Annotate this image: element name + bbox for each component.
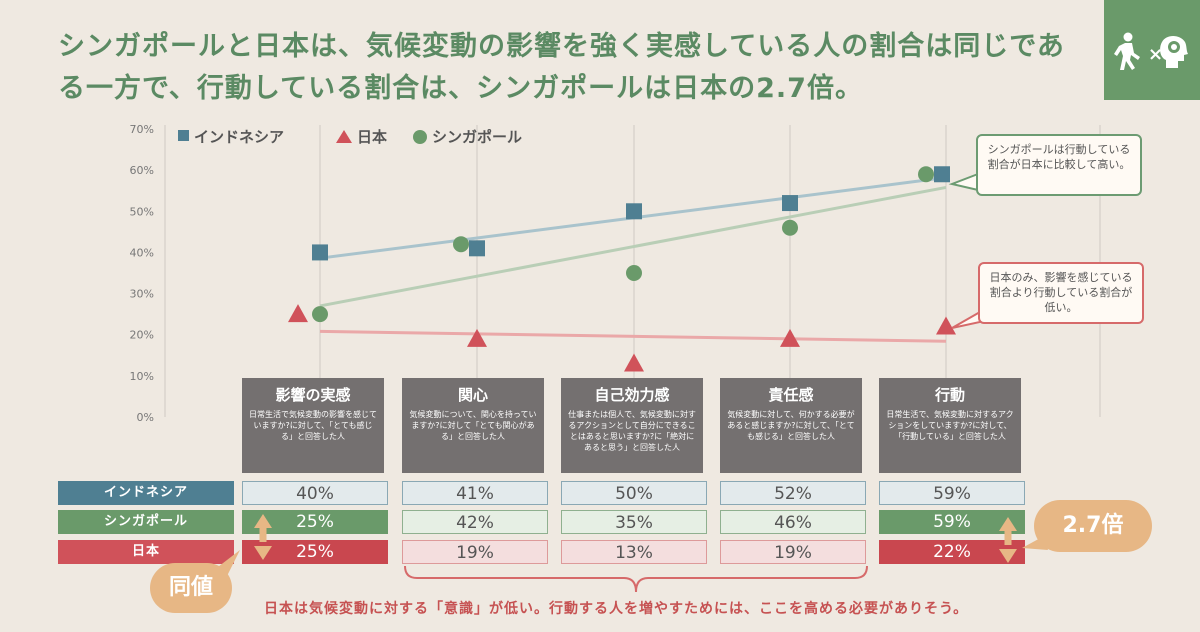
card-title: 行動 — [934, 386, 965, 404]
y-tick-label: 40% — [130, 246, 154, 259]
data-point-circle — [453, 236, 469, 253]
table-cell: 59% — [879, 481, 1025, 505]
walking-person-icon — [1114, 32, 1140, 70]
y-tick-label: 30% — [130, 288, 154, 301]
table-cell: 19% — [402, 540, 548, 564]
footnote: 日本は気候変動に対する「意識」が低い。行動する人を増やすためには、ここを高める必… — [264, 601, 969, 617]
legend: インドネシア 日本 シンガポール — [178, 128, 522, 146]
data-point-square — [469, 240, 485, 257]
data-point-triangle — [936, 316, 956, 335]
data-point-square — [312, 244, 328, 261]
card-impact: 影響の実感 日常生活で気候変動の影響を感じていますか?に対して、「とても感じる」… — [242, 378, 384, 473]
callout-singapore: シンガポールは行動している割合が日本に比較して高い。 — [976, 134, 1142, 196]
card-title: 影響の実感 — [275, 386, 351, 404]
card-self-efficacy: 自己効力感 仕事または個人で、気候変動に対するアクションとして自分にできることは… — [561, 378, 703, 473]
card-desc: 日常生活で、気候変動に対するアクションをしていますか?に対して、「行動している」… — [886, 410, 1014, 441]
badge-same-value: 同値 — [150, 563, 232, 613]
legend-japan-marker — [336, 130, 352, 143]
data-point-triangle — [780, 328, 800, 347]
legend-singapore-label: シンガポール — [432, 128, 522, 146]
card-action: 行動 日常生活で、気候変動に対するアクションをしていますか?に対して、「行動して… — [879, 378, 1021, 473]
card-desc: 仕事または個人で、気候変動に対するアクションとして自分にできることはあると思いま… — [568, 410, 696, 452]
data-point-circle — [312, 306, 328, 323]
table-cell: 46% — [720, 510, 866, 534]
times-sign: × — [1148, 44, 1163, 65]
legend-singapore-marker — [413, 130, 427, 144]
table-cell: 42% — [402, 510, 548, 534]
data-point-circle — [626, 265, 642, 281]
y-tick-label: 50% — [130, 205, 154, 218]
table-cell: 40% — [242, 481, 388, 505]
y-tick-label: 70% — [130, 123, 154, 136]
y-tick-label: 10% — [130, 370, 154, 383]
table-cell: 22% — [879, 540, 1025, 564]
card-responsibility: 責任感 気候変動に対して、何かする必要があると感じますか?に対して、「とても感じ… — [720, 378, 862, 473]
row-label-indonesia: インドネシア — [58, 481, 234, 505]
card-desc: 気候変動に対して、何かする必要があると感じますか?に対して、「とても感じる」と回… — [727, 410, 855, 441]
double-arrow-icon — [254, 514, 272, 560]
badge-ratio: 2.7倍 — [1034, 500, 1152, 552]
data-point-circle — [918, 166, 934, 183]
data-point-square — [626, 203, 642, 220]
brain-head-icon — [1160, 36, 1188, 68]
page-title: シンガポールと日本は、気候変動の影響を強く実感している人の割合は同じである一方で… — [58, 31, 1065, 104]
table-cell: 52% — [720, 481, 866, 505]
legend-indonesia-marker — [178, 130, 189, 141]
table-cell: 35% — [561, 510, 707, 534]
bracket-awareness — [404, 565, 868, 593]
card-title: 責任感 — [768, 386, 814, 404]
data-point-square — [782, 195, 798, 212]
y-tick-label: 0% — [137, 411, 154, 424]
logo: × — [1104, 0, 1200, 100]
y-tick-label: 60% — [130, 164, 154, 177]
card-desc: 気候変動について、関心を持っていますか?に対して「とても関心がある」と回答した人 — [409, 410, 537, 441]
y-tick-label: 20% — [130, 329, 154, 342]
card-title: 関心 — [457, 386, 488, 404]
legend-japan-label: 日本 — [357, 128, 387, 146]
callout-pointers — [948, 172, 981, 329]
legend-indonesia-label: インドネシア — [194, 128, 284, 146]
data-point-triangle — [624, 353, 644, 372]
row-label-japan: 日本 — [58, 540, 234, 564]
table-cell: 19% — [720, 540, 866, 564]
trend-line-circle — [319, 185, 947, 308]
table-cell: 13% — [561, 540, 707, 564]
data-point-circle — [782, 219, 798, 236]
card-desc: 日常生活で気候変動の影響を感じていますか?に対して、「とても感じる」と回答した人 — [249, 410, 377, 441]
double-arrow-icon — [999, 517, 1017, 563]
trend-line-triangle — [319, 329, 947, 343]
table-cell: 50% — [561, 481, 707, 505]
card-title: 自己効力感 — [594, 386, 670, 404]
row-label-singapore: シンガポール — [58, 510, 234, 534]
data-point-square — [934, 166, 950, 183]
table-cell: 41% — [402, 481, 548, 505]
callout-japan: 日本のみ、影響を感じている割合より行動している割合が低い。 — [978, 262, 1144, 324]
card-interest: 関心 気候変動について、関心を持っていますか?に対して「とても関心がある」と回答… — [402, 378, 544, 473]
data-point-triangle — [288, 304, 308, 323]
data-point-triangle — [467, 328, 487, 347]
